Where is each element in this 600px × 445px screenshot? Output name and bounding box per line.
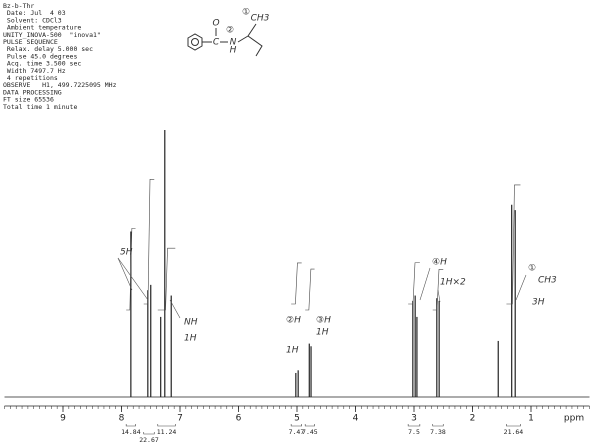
header-line: OBSERVE H1, 499.7225095 MHz [3,81,117,89]
x-tick-label: 3 [411,414,417,424]
structure-label: N [230,38,237,48]
structure-label: ① [242,8,250,18]
integral-label: 22.67 [139,436,159,444]
annotation-arrow [515,274,527,301]
header-line: Width 7497.7 Hz [3,67,66,75]
header-line: DATA PROCESSING [3,88,62,96]
bond [237,35,249,43]
header-line: UNITY_INOVA-500 "inova1" [3,31,101,39]
integral-label: 7.5 [408,428,420,436]
annotation: ②H [286,316,301,326]
integral-trace [305,268,315,311]
header-line: Bz-b-Thr [3,2,34,10]
annotation-arrow [117,257,133,291]
integral-label: 7.45 [302,428,318,436]
integral-label: 21.64 [504,428,524,436]
x-tick-label: 5 [294,414,300,424]
x-tick-label: 9 [60,414,66,424]
structure-label: H [230,46,237,56]
x-tick-label: 1 [528,414,534,424]
integral-bracket [432,424,444,427]
header-line: Solvent: CDCl3 [3,16,62,24]
integral-label: 14.84 [121,428,141,436]
ring-circle [191,38,199,46]
integral-bracket [125,424,136,427]
annotation-arrow [169,299,181,319]
header-line: Pulse 45.0 degrees [3,52,77,60]
annotation-arrow [117,257,149,301]
structure-label: C [213,38,220,48]
integral-bracket [506,424,521,427]
header-line: Total time 1 minute [3,103,77,111]
header-line: 4 repetitions [3,74,58,82]
integral-bracket [143,432,155,435]
bond [247,35,263,57]
annotation: 5H [120,248,133,258]
integral-trace [291,262,302,305]
annotation: CH3 [538,276,557,286]
x-tick-label: 7 [177,414,183,424]
annotation: 1H [286,346,299,356]
x-tick-label: 2 [470,414,476,424]
annotation: ④H [432,258,447,268]
annotation: 1H [184,334,197,344]
integral-trace [432,269,444,311]
structure-label: CH3 [251,14,270,24]
header-line: Relax. delay 5.000 sec [3,45,93,53]
integral-bracket [290,424,302,427]
benzene-ring [187,33,203,51]
x-tick-label: 8 [119,414,125,424]
header-line: PULSE SEQUENCE [3,38,58,46]
integral-trace [408,262,420,305]
bond [247,23,257,37]
integral-trace [126,228,136,311]
x-tick-label: 4 [353,414,359,424]
annotation: NH [184,318,198,328]
header-line: Date: Jul 4 03 [3,9,66,17]
structure-label: ② [226,26,234,36]
x-tick-label: 6 [236,414,242,424]
annotation: 3H [532,298,545,308]
header-line: Acq. time 3.500 sec [3,60,81,68]
integral-trace [506,184,521,305]
annotation: ③H [316,316,331,326]
annotation: 1H×2 [440,278,466,288]
integral-bracket [304,424,315,427]
integral-bracket [157,424,176,427]
x-axis-label: ppm [564,414,584,424]
integral-label: 11.24 [157,428,177,436]
integral-label: 7.38 [430,428,446,436]
integral-bracket [407,424,421,427]
annotation: ① [528,264,536,274]
integral-label: 7.47 [289,428,305,436]
structure [187,23,263,57]
annotation: 1H [316,328,329,338]
annotation-arrow [419,267,431,301]
header-line: Ambient temperature [3,24,81,32]
structure-label: O [212,19,219,29]
annotation-arrow [437,289,441,303]
header-line: FT size 65536 [3,96,54,104]
integral-trace [157,247,176,311]
integral-trace [143,179,155,305]
